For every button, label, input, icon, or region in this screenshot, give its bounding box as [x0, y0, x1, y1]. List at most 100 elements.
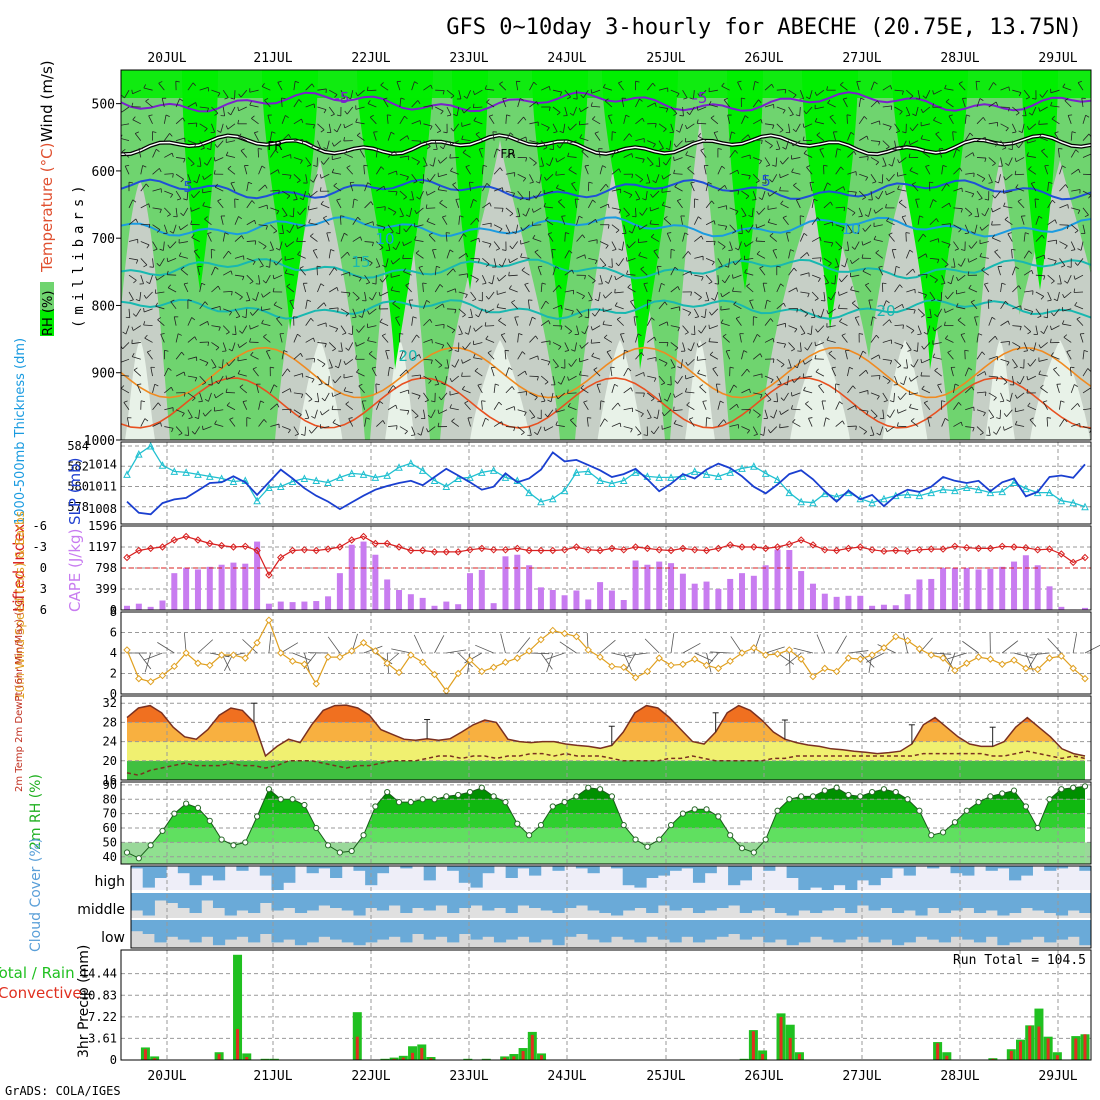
wind-barb-flag — [685, 361, 689, 366]
wind-barb — [847, 385, 854, 394]
wind-barb-flag — [181, 413, 185, 417]
wind-barb — [917, 90, 921, 100]
wind-barb-flag — [944, 335, 949, 339]
wind-barb — [588, 274, 596, 282]
wind-barb-flag — [732, 230, 737, 234]
wind-barb — [903, 375, 907, 385]
wind-barb — [282, 173, 292, 176]
wind-barb — [152, 168, 160, 175]
wind-barb — [310, 190, 318, 197]
wind-barb — [647, 140, 656, 145]
wind-barb — [773, 409, 778, 419]
wind-barb — [929, 238, 939, 242]
wind-barb-flag — [707, 181, 712, 185]
wind-barb-flag — [165, 114, 170, 117]
wind-barb-flag — [666, 342, 669, 347]
wind-barb-flag — [969, 132, 974, 137]
rh-point — [253, 813, 261, 820]
wind-barb — [529, 355, 538, 360]
wind-speed-point — [359, 639, 368, 647]
surface-wind-barb — [710, 651, 731, 654]
wind-barb-flag — [239, 330, 243, 334]
wind-barb-flag — [283, 350, 288, 353]
wind-barb — [599, 258, 607, 266]
moist-area — [602, 70, 678, 370]
wind-barb — [529, 174, 534, 183]
wind-barb-flag — [357, 216, 361, 221]
wind-barb — [611, 207, 621, 211]
wind-barb — [782, 217, 789, 225]
bottom-date-label: 25JUL — [646, 1069, 685, 1084]
wind-barb-flag — [293, 316, 298, 318]
wind-barb — [1059, 204, 1068, 209]
wind-barb-flag — [1016, 381, 1021, 385]
wind-barb — [580, 106, 589, 113]
wind-barb-flag — [873, 209, 876, 214]
wind-barb-flag — [478, 238, 480, 243]
cloud-cover-bar — [716, 920, 729, 937]
wind-barb-flag — [265, 265, 270, 268]
wind-barb-flag — [1074, 230, 1079, 234]
wind-barb — [976, 157, 987, 159]
rh-point — [478, 784, 485, 791]
wind-barb — [687, 358, 695, 366]
wind-barb-flag — [948, 114, 953, 117]
wind-barb-flag — [390, 260, 394, 265]
wind-barb — [676, 200, 683, 209]
wind-barb-flag — [913, 309, 916, 314]
wind-barb-flag — [439, 284, 444, 288]
wind-barb — [649, 223, 660, 226]
wind-barb-flag — [512, 193, 515, 198]
wind-barb — [258, 400, 261, 410]
wind-barb — [620, 333, 625, 343]
wind-barb-flag — [512, 152, 516, 157]
wind-barb-flag — [238, 216, 242, 220]
wind-barb-flag — [360, 236, 363, 241]
wind-barb — [512, 241, 518, 250]
thickness-point — [915, 491, 924, 500]
wind-barb — [458, 291, 468, 295]
pressure-tick-label: 700 — [92, 232, 115, 247]
wind-barb — [984, 283, 990, 293]
wind-barb — [493, 401, 500, 410]
wind-barb-flag — [1029, 349, 1034, 352]
wind-barb — [960, 258, 966, 267]
wind-barb — [738, 241, 742, 251]
wind-barb — [788, 89, 797, 96]
wind-barb-flag — [790, 392, 793, 397]
wind-barb — [240, 150, 248, 158]
wind-barb — [803, 153, 813, 158]
wind-barb — [776, 140, 781, 150]
wind-barb — [900, 392, 907, 400]
wind-barb — [363, 165, 365, 175]
wind-barb — [579, 358, 589, 363]
dry-area — [575, 120, 665, 440]
li-point — [797, 536, 805, 544]
wind-barb — [435, 342, 444, 346]
wind-barb — [752, 426, 758, 435]
wind-barb — [917, 215, 920, 225]
wind-barb-flag — [442, 90, 445, 95]
wind-barb-flag — [273, 261, 277, 266]
wind-barb — [1059, 165, 1063, 175]
wind-barb-flag — [568, 250, 573, 254]
wind-barb-flag — [1073, 288, 1076, 293]
rh-tick-label: 70 — [103, 807, 117, 821]
wind-speed-point — [182, 649, 190, 657]
wind-barb — [878, 266, 884, 276]
wind-barb — [552, 376, 556, 385]
wind-barb-flag — [190, 207, 192, 212]
wind-barb-flag — [276, 210, 280, 215]
wind-barb — [333, 185, 342, 192]
wind-barb-flag — [690, 181, 695, 184]
wind-barb-flag — [895, 130, 900, 134]
cloud-cover-bar — [739, 866, 752, 881]
wind-barb — [646, 392, 655, 399]
wind-barb — [753, 392, 763, 396]
cloud-cover-bar — [774, 893, 788, 913]
wind-barb-flag — [1026, 152, 1029, 157]
wind-barb — [764, 123, 774, 126]
wind-barb — [1063, 336, 1072, 343]
wind-barb-flag — [399, 215, 404, 218]
wind-barb-flag — [313, 249, 318, 251]
